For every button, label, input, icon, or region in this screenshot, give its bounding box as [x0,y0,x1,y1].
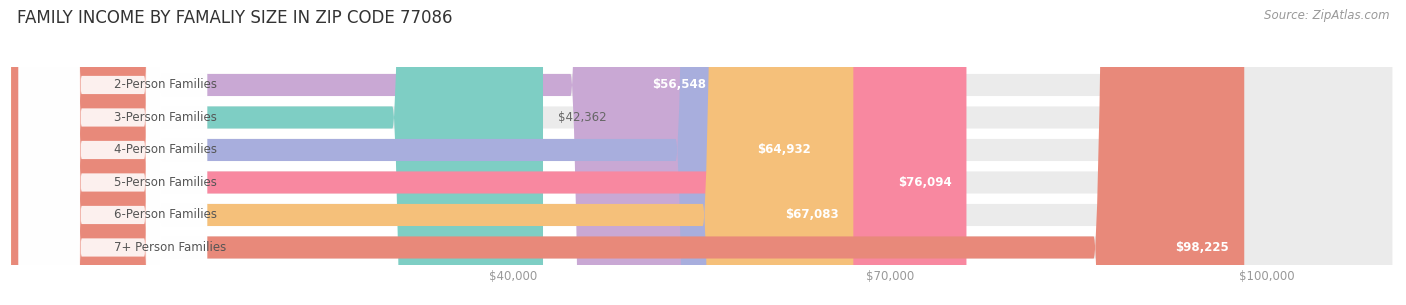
FancyBboxPatch shape [18,0,207,305]
FancyBboxPatch shape [11,0,966,305]
FancyBboxPatch shape [11,0,1244,305]
Text: $98,225: $98,225 [1175,241,1229,254]
FancyBboxPatch shape [11,0,853,305]
FancyBboxPatch shape [11,0,1392,305]
Text: $56,548: $56,548 [652,78,706,92]
FancyBboxPatch shape [11,0,721,305]
FancyBboxPatch shape [18,0,207,305]
Text: $67,083: $67,083 [785,209,838,221]
Text: $76,094: $76,094 [897,176,952,189]
Text: 2-Person Families: 2-Person Families [114,78,217,92]
FancyBboxPatch shape [11,0,1392,305]
FancyBboxPatch shape [11,0,1392,305]
Text: 3-Person Families: 3-Person Families [114,111,217,124]
FancyBboxPatch shape [11,0,827,305]
Text: 4-Person Families: 4-Person Families [114,143,217,156]
Text: $64,932: $64,932 [758,143,811,156]
Text: $42,362: $42,362 [558,111,607,124]
FancyBboxPatch shape [18,0,207,305]
FancyBboxPatch shape [18,0,207,305]
FancyBboxPatch shape [11,0,543,305]
Text: 6-Person Families: 6-Person Families [114,209,217,221]
Text: FAMILY INCOME BY FAMALIY SIZE IN ZIP CODE 77086: FAMILY INCOME BY FAMALIY SIZE IN ZIP COD… [17,9,453,27]
FancyBboxPatch shape [11,0,1392,305]
Text: 5-Person Families: 5-Person Families [114,176,217,189]
Text: 7+ Person Families: 7+ Person Families [114,241,226,254]
Text: Source: ZipAtlas.com: Source: ZipAtlas.com [1264,9,1389,22]
FancyBboxPatch shape [11,0,1392,305]
FancyBboxPatch shape [11,0,1392,305]
FancyBboxPatch shape [18,0,207,305]
FancyBboxPatch shape [18,0,207,305]
